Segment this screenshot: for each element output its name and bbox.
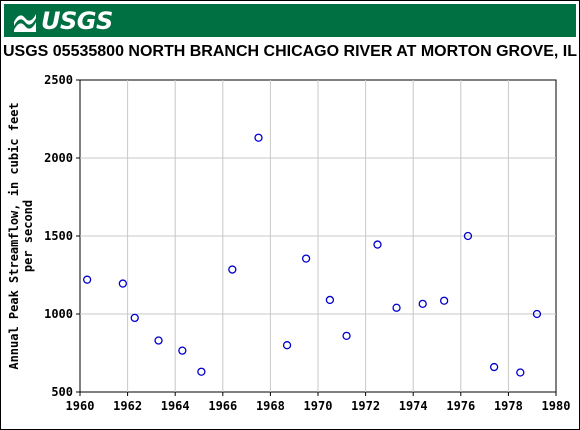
data-points [82,133,542,377]
y-axis-label-line1: Annual Peak Streamflow, in cubic feet [7,102,21,369]
x-tick-label: 1976 [446,399,475,413]
x-tick-label: 1974 [399,399,428,413]
data-point [118,279,127,288]
data-point [489,362,499,372]
y-axis-label-line2: per second [21,200,35,272]
x-tick-label: 1964 [161,399,190,413]
x-tick-label: 1962 [113,399,142,413]
data-point [282,341,292,350]
data-point [439,296,449,305]
data-point [463,231,473,241]
x-tick-label: 1972 [351,399,380,413]
usgs-logo-text: USGS [41,7,113,35]
data-point [154,336,163,345]
data-point [197,367,206,376]
y-tick-label: 2000 [44,151,73,165]
data-point [342,331,351,340]
data-point [532,309,542,319]
usgs-wave-icon [14,14,36,32]
grid-lines [80,80,556,392]
x-tick-label: 1980 [542,399,571,413]
x-tick-label: 1960 [66,399,95,413]
data-point [516,368,525,377]
chart-title: USGS 05535800 NORTH BRANCH CHICAGO RIVER… [2,43,577,60]
usgs-banner: USGS [4,4,576,37]
x-tick-label: 1968 [256,399,285,413]
data-point [301,254,311,263]
x-tick-label: 1978 [494,399,523,413]
y-tick-label: 1000 [44,307,73,321]
data-point [130,313,139,323]
data-point [254,133,263,142]
y-tick-label: 2500 [44,73,73,87]
y-tick-label: 1500 [44,229,73,243]
data-point [418,299,427,309]
usgs-logo[interactable]: USGS [12,7,113,35]
data-point [178,346,187,355]
data-point [82,275,92,284]
y-axis-ticks: 500 1000 1500 2000 2500 [44,73,80,399]
data-point [228,265,237,274]
data-point [392,303,401,312]
x-tick-label: 1966 [208,399,237,413]
data-point [373,240,382,249]
y-tick-label: 500 [51,385,73,399]
x-axis-ticks: 1960 1962 1964 1966 1968 1970 1972 1974 1976 1978… [66,392,571,413]
data-point [325,295,335,305]
x-tick-label: 1970 [304,399,333,413]
